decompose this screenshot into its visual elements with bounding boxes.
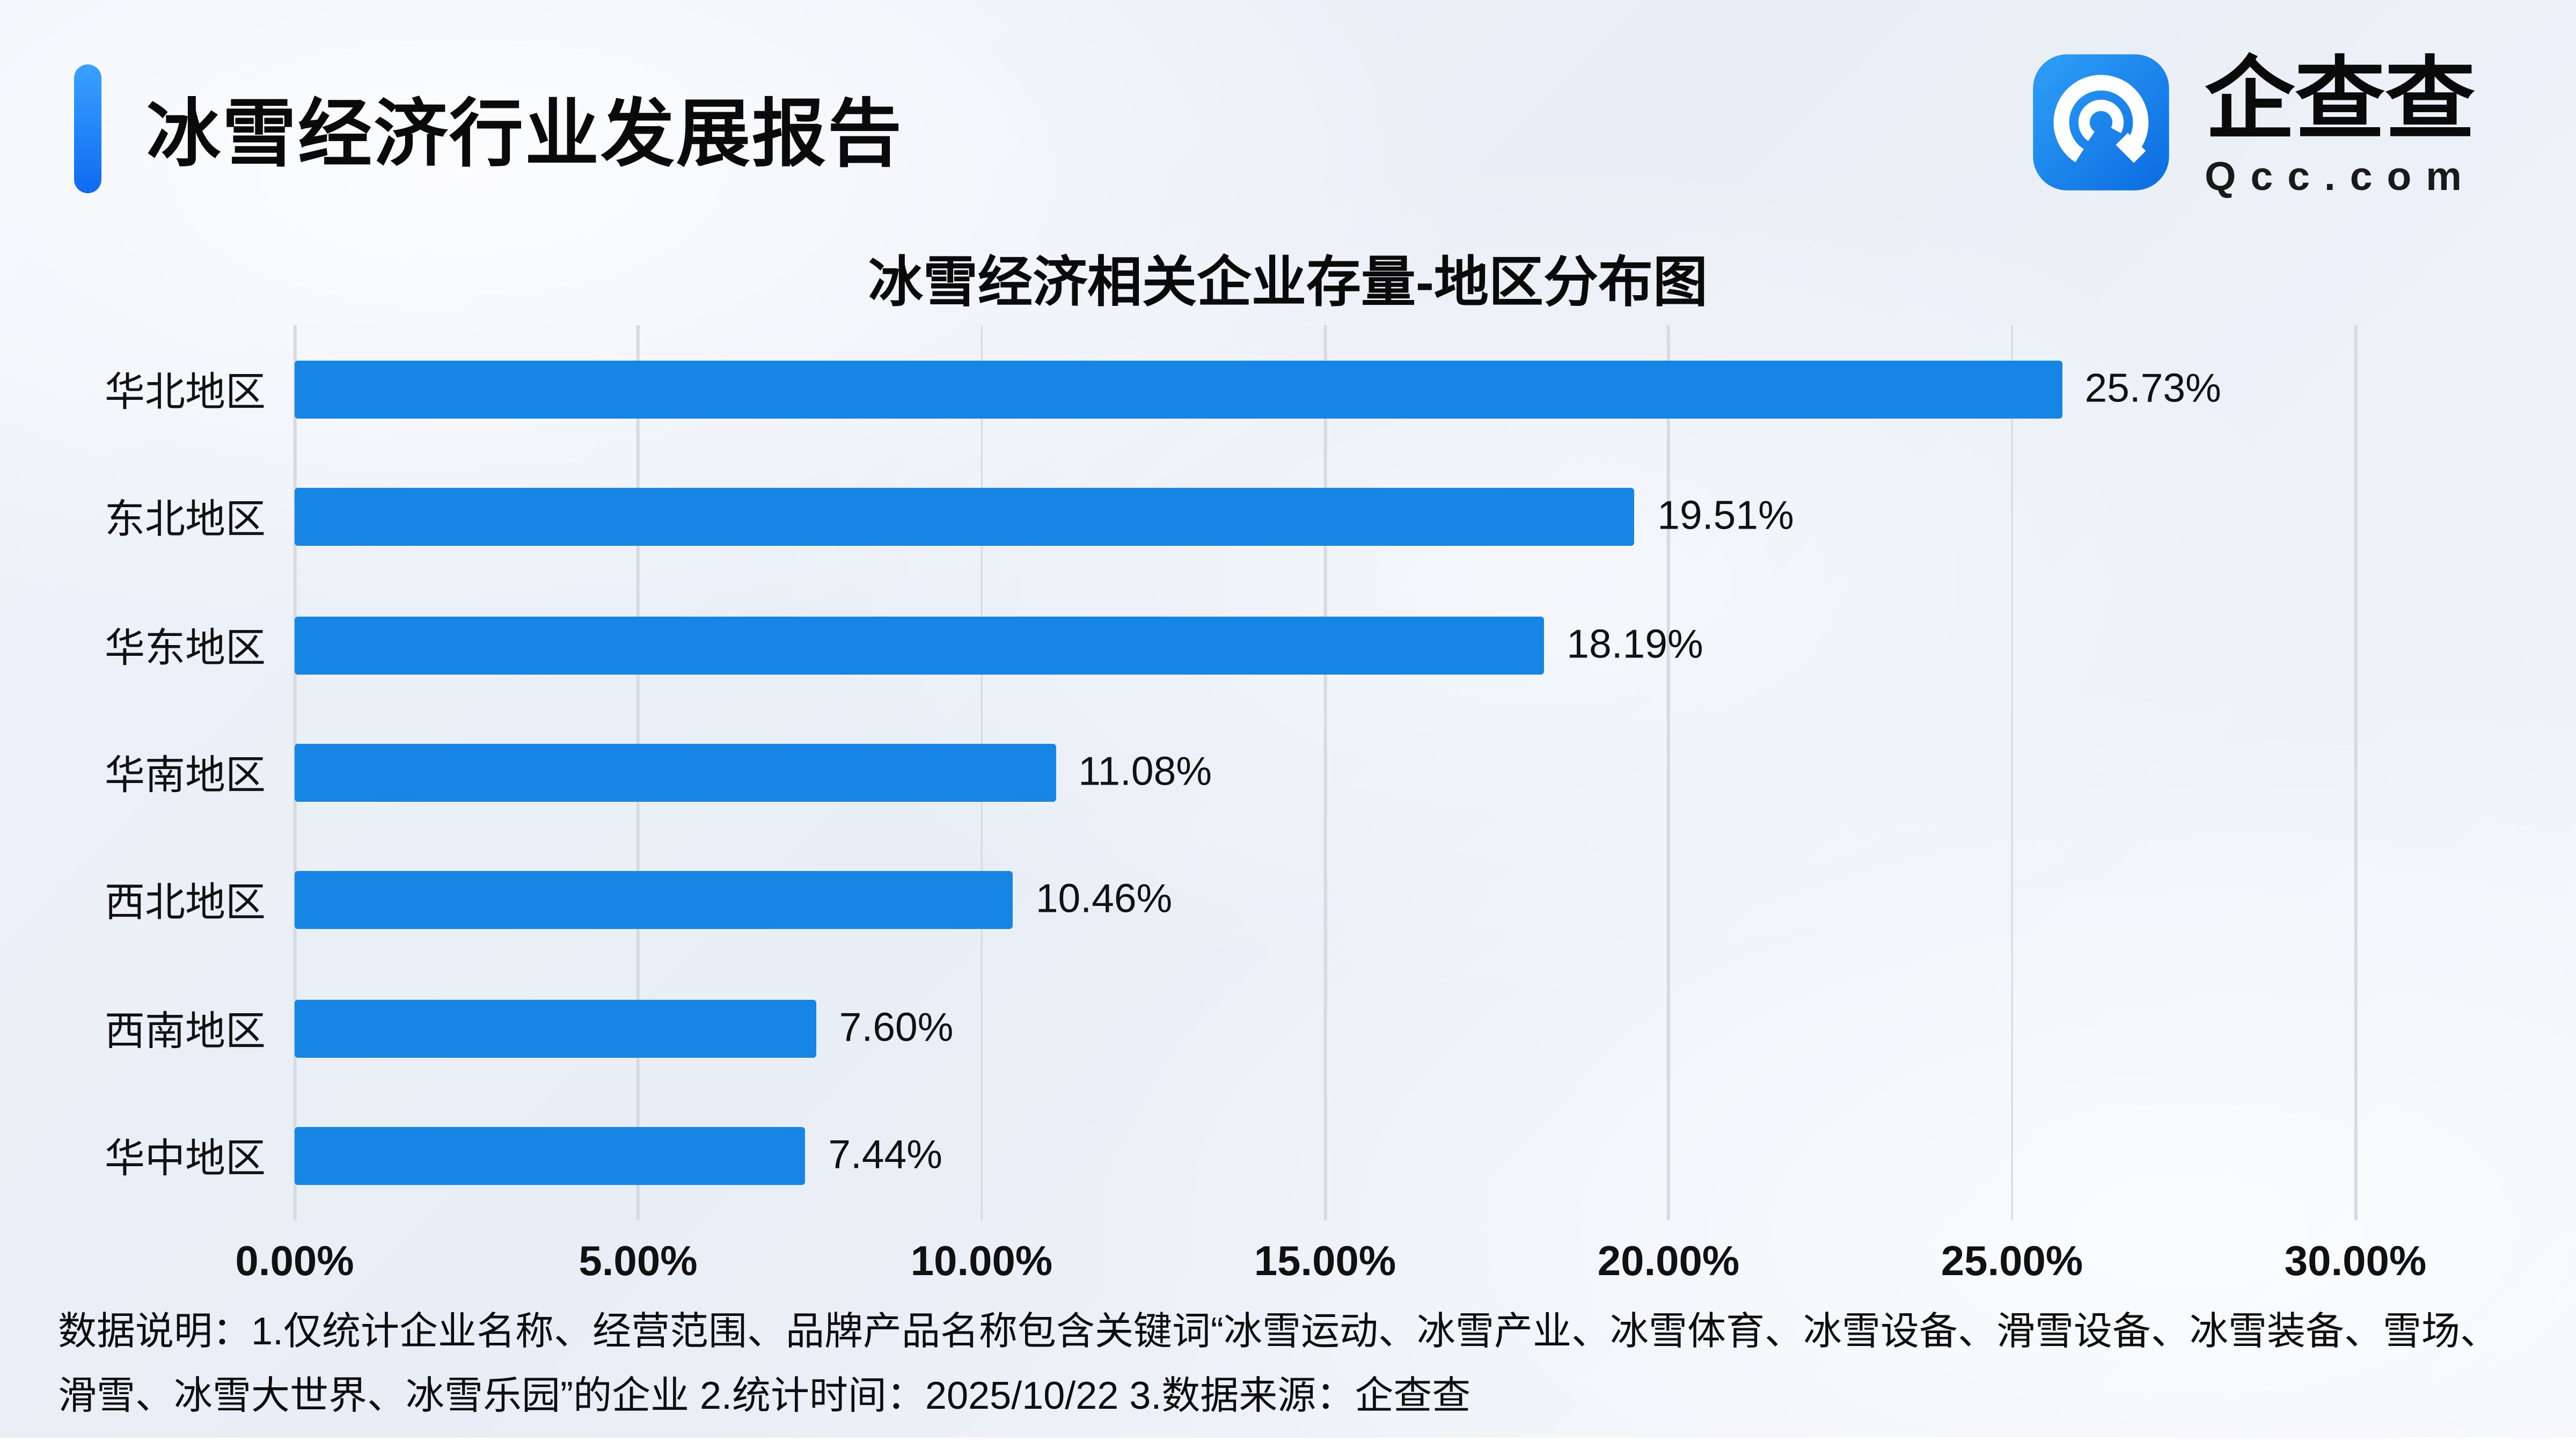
bar <box>295 743 1056 802</box>
value-label: 10.46% <box>1035 877 1173 923</box>
x-tick-label: 15.00% <box>1254 1236 1396 1285</box>
qcc-logo-icon <box>2033 54 2170 191</box>
value-label: 25.73% <box>2084 365 2221 411</box>
bar <box>295 360 2062 419</box>
category-label: 华南地区 <box>104 753 266 799</box>
value-label: 7.60% <box>839 1005 954 1051</box>
bar <box>295 872 1013 930</box>
x-tick-label: 10.00% <box>910 1236 1053 1285</box>
category-label: 西南地区 <box>104 1009 266 1055</box>
gridline <box>2354 325 2357 1220</box>
brand-logo: 企查查 Qcc.com <box>2031 48 2476 201</box>
value-label: 7.44% <box>828 1133 942 1179</box>
value-label: 11.08% <box>1078 749 1212 795</box>
brand-text: 企查查 Qcc.com <box>2205 48 2476 201</box>
chart-row: 东北地区 19.51% <box>105 453 2355 581</box>
brand-name: 企查查 <box>2205 48 2476 150</box>
category-label: 东北地区 <box>104 497 266 543</box>
category-label: 西北地区 <box>104 881 266 927</box>
report-title: 冰雪经济行业发展报告 <box>147 92 903 175</box>
x-axis: 0.00% 5.00% 10.00% 15.00% 20.00% 25.00% 30.00% <box>235 1236 2426 1291</box>
plot-area: 华北地区 25.73% 东北地区 19.51% 华东地区 18.19% 华南地区 11.08%… <box>105 325 2357 1220</box>
bar <box>295 999 817 1058</box>
chart-title: 冰雪经济相关企业存量-地区分布图 <box>868 253 1708 314</box>
value-label: 18.19% <box>1567 621 1703 667</box>
gridline <box>1323 325 1327 1220</box>
brand-domain: Qcc.com <box>2205 155 2476 200</box>
category-label: 华中地区 <box>104 1137 266 1182</box>
x-tick-label: 5.00% <box>579 1236 698 1285</box>
category-label: 华北地区 <box>104 370 266 415</box>
chart-row: 西北地区 10.46% <box>105 837 2355 964</box>
gridline <box>2010 325 2014 1220</box>
bar <box>295 1127 806 1185</box>
chart-row: 西南地区 7.60% <box>105 964 2355 1092</box>
category-label: 华东地区 <box>104 625 266 671</box>
title-accent-bar <box>74 64 101 193</box>
x-tick-label: 20.00% <box>1597 1236 1740 1285</box>
report-header: 冰雪经济行业发展报告 <box>74 64 903 193</box>
chart-row: 华北地区 25.73% <box>105 325 2355 453</box>
bar <box>295 488 1635 546</box>
bar <box>295 616 1545 674</box>
bottom-strip <box>0 1438 2576 1449</box>
chart-row: 华东地区 18.19% <box>105 581 2355 709</box>
x-tick-label: 25.00% <box>1941 1236 2083 1285</box>
chart-row: 华中地区 7.44% <box>105 1093 2355 1220</box>
x-tick-label: 30.00% <box>2284 1236 2427 1285</box>
data-note: 数据说明：1.仅统计企业名称、经营范围、品牌产品名称包含关键词“冰雪运动、冰雪产… <box>58 1311 2499 1418</box>
gridline <box>1667 325 1670 1220</box>
value-label: 19.51% <box>1657 493 1794 539</box>
x-tick-label: 0.00% <box>235 1236 354 1285</box>
chart-row: 华南地区 11.08% <box>105 709 2355 837</box>
